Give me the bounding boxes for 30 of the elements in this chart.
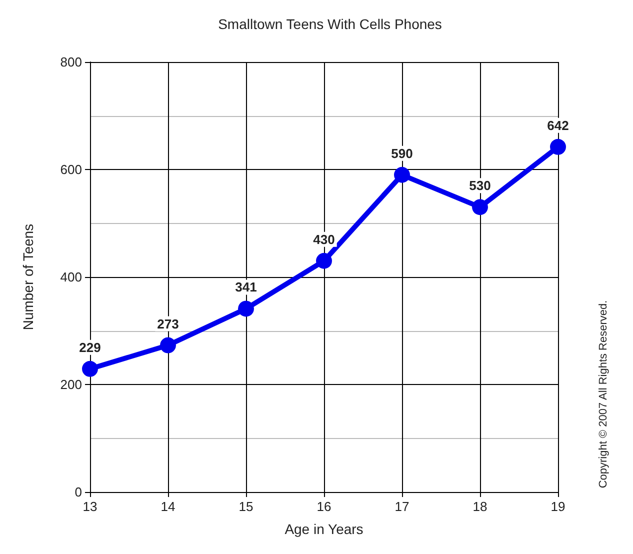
- y-tick-label: 800: [60, 54, 82, 70]
- x-tick-label: 18: [472, 499, 488, 514]
- point: [82, 360, 98, 377]
- chart-title: Smalltown Teens With Cells Phones: [218, 16, 442, 32]
- point: [238, 300, 254, 317]
- y-tick-label: 400: [60, 270, 82, 284]
- y-tick-label: 200: [60, 377, 82, 392]
- x-tick-label: 17: [394, 499, 410, 514]
- x-tick-label: 13: [82, 499, 98, 514]
- data-label: 642: [547, 118, 569, 133]
- x-tick-label: 15: [238, 499, 254, 514]
- point: [472, 199, 488, 216]
- y-tick-label: 600: [60, 162, 82, 177]
- y-axis-title: Number of Teens: [20, 224, 36, 330]
- data-label: 273: [157, 316, 179, 332]
- point: [316, 252, 332, 269]
- x-axis-title: Age in Years: [284, 521, 364, 537]
- data-label: 229: [79, 340, 101, 355]
- data-label: 530: [469, 178, 491, 194]
- y-tick-label: 0: [74, 484, 82, 500]
- text: Copyright © 2007 All Rights Reserved.: [598, 300, 610, 488]
- x-tick-label: 19: [550, 499, 566, 514]
- data-label: 590: [391, 146, 413, 161]
- data-label: 341: [235, 280, 257, 295]
- x-tick-label: 14: [160, 499, 176, 514]
- point: [160, 337, 176, 354]
- x-tick-label: 16: [316, 499, 332, 514]
- point: [550, 138, 566, 155]
- point: [394, 166, 410, 183]
- data-label: 430: [313, 232, 335, 247]
